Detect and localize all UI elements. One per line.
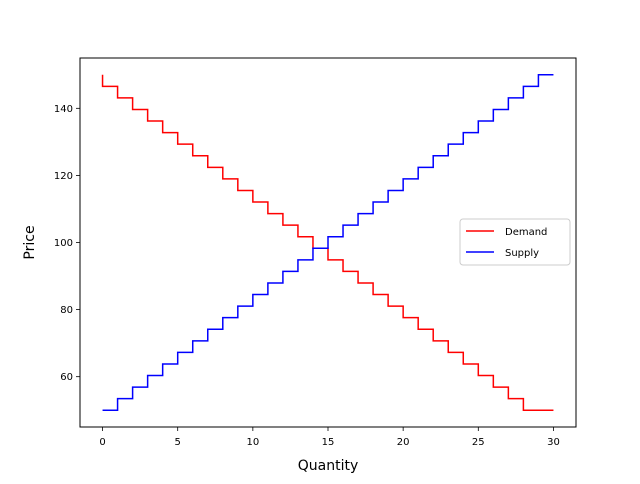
legend-label-supply: Supply — [505, 248, 539, 259]
x-tick-label: 25 — [472, 437, 485, 448]
ticks-layer: 0 5 10 15 20 25 30 60 80 100 120 140 — [54, 104, 560, 448]
x-tick-label: 30 — [547, 437, 560, 448]
x-tick-label: 10 — [246, 437, 259, 448]
y-tick-label: 140 — [54, 104, 73, 115]
legend: Demand Supply — [459, 218, 571, 266]
x-axis-title: Quantity — [298, 458, 359, 474]
y-tick-label: 120 — [54, 171, 73, 182]
y-axis-title: Price — [22, 225, 38, 259]
legend-label-demand: Demand — [505, 227, 547, 238]
x-tick-label: 15 — [322, 437, 335, 448]
plot-layer — [101, 74, 554, 411]
y-tick-label: 100 — [54, 238, 73, 249]
y-tick-label: 80 — [60, 305, 73, 316]
y-tick-label: 60 — [60, 372, 73, 383]
series-line-supply — [102, 74, 554, 411]
x-tick-label: 0 — [99, 437, 105, 448]
x-tick-label: 20 — [397, 437, 410, 448]
x-tick-label: 5 — [175, 437, 181, 448]
